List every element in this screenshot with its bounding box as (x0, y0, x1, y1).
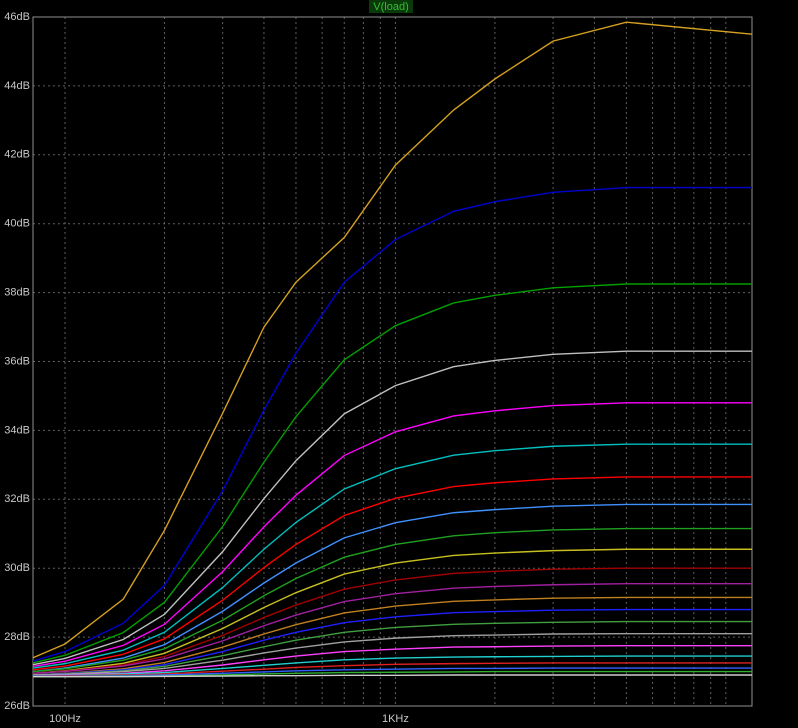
series-line (32, 21, 753, 659)
series-line (32, 662, 752, 677)
y-tick-label: 28dB (4, 631, 30, 643)
series-line (32, 632, 752, 676)
y-tick-label: 40dB (4, 218, 30, 230)
y-tick-label: 30dB (4, 562, 30, 574)
series-line (33, 674, 752, 678)
y-tick-label: 32dB (4, 493, 30, 505)
series-line (32, 186, 752, 662)
x-tick-label: 100Hz (49, 713, 81, 725)
y-tick-label: 36dB (4, 355, 30, 367)
series-line (32, 548, 752, 674)
y-tick-label: 38dB (4, 287, 30, 299)
series-line (32, 583, 752, 674)
series-line (32, 655, 752, 677)
y-tick-label: 26dB (4, 700, 30, 712)
series-line (32, 350, 752, 666)
series-line (32, 567, 752, 674)
series-line (32, 527, 752, 673)
series-line (32, 503, 752, 673)
series-line (32, 283, 752, 664)
chart-title: V(load) (373, 1, 408, 13)
series-line (33, 667, 752, 678)
series-line (32, 476, 752, 671)
x-tick-label: 1KHz (382, 713, 409, 725)
title-box (369, 0, 413, 13)
series-line (32, 402, 752, 668)
y-tick-label: 42dB (4, 149, 30, 161)
series-line (32, 608, 752, 676)
y-tick-label: 46dB (4, 11, 30, 23)
series-line (32, 596, 752, 676)
series-line (32, 443, 752, 669)
plot-frame (32, 16, 753, 707)
series-line (32, 645, 752, 677)
y-tick-label: 44dB (4, 80, 30, 92)
series-line (32, 620, 752, 676)
y-tick-label: 34dB (4, 424, 30, 436)
